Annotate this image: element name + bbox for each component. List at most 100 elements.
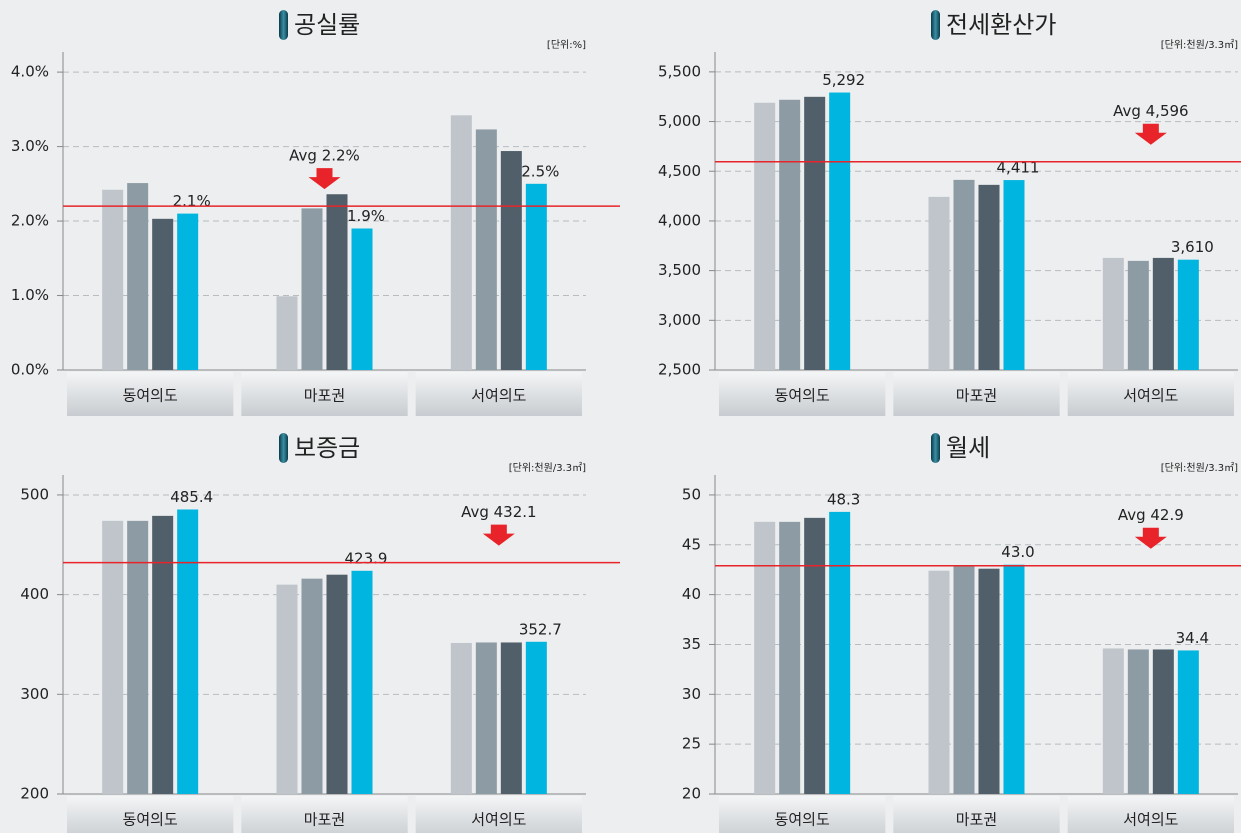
y-tick-label: 3,000 [658, 311, 701, 329]
bar [754, 521, 776, 794]
y-tick-label: 300 [20, 685, 49, 703]
bar [1102, 648, 1124, 794]
bar [177, 509, 199, 794]
data-label: 2.5% [521, 162, 559, 180]
bar [276, 296, 298, 370]
bar [1152, 649, 1174, 794]
bar [276, 584, 298, 794]
bar [127, 520, 149, 794]
bar [525, 183, 547, 370]
bar [928, 570, 950, 794]
title-icon [931, 10, 940, 40]
chart-title: 보증금 [294, 434, 360, 462]
bar [102, 189, 124, 370]
bar [978, 184, 1000, 370]
bar [500, 642, 522, 794]
y-tick-label: 200 [20, 785, 49, 803]
y-tick-label: 5,500 [658, 62, 701, 80]
y-tick-label: 4.0% [11, 63, 49, 81]
y-tick-label: 3.0% [11, 137, 49, 155]
category-box [1067, 372, 1234, 416]
bar [450, 642, 472, 794]
x-tick-label: 동여의도 [775, 387, 830, 405]
bar [1177, 650, 1199, 794]
x-tick-label: 서여의도 [1123, 811, 1178, 829]
y-tick-label: 2.0% [11, 212, 49, 230]
bar [475, 642, 497, 794]
bar [326, 194, 348, 370]
bar [779, 521, 801, 794]
data-label: 48.3 [827, 490, 860, 508]
data-label: 5,292 [822, 71, 865, 89]
x-tick-label: 동여의도 [123, 387, 178, 405]
x-tick-label: 서여의도 [1123, 387, 1178, 405]
bar [1003, 180, 1025, 370]
bar [525, 641, 547, 794]
bar [351, 228, 373, 370]
average-label: Avg 4,596 [1113, 102, 1189, 120]
bar [1127, 260, 1149, 370]
title-icon [279, 433, 288, 463]
y-tick-label: 1.0% [11, 286, 49, 304]
bar [754, 102, 776, 370]
category-box [67, 796, 234, 833]
bar [804, 517, 826, 794]
bar [177, 213, 199, 370]
bar [779, 99, 801, 370]
unit-label: [단위:%] [547, 38, 586, 51]
bar [102, 520, 124, 794]
bar [1177, 259, 1199, 370]
x-tick-label: 마포권 [956, 811, 997, 829]
x-tick-label: 서여의도 [471, 811, 526, 829]
bar [127, 183, 149, 370]
bar [829, 511, 851, 794]
average-arrow [308, 168, 341, 190]
bar [500, 151, 522, 370]
average-label: Avg 432.1 [461, 503, 537, 521]
bar [301, 208, 323, 370]
bar [953, 565, 975, 794]
bar [301, 578, 323, 794]
x-tick-label: 동여의도 [123, 811, 178, 829]
average-arrow [1134, 123, 1167, 145]
average-label: Avg 42.9 [1118, 506, 1184, 524]
x-tick-label: 마포권 [304, 811, 345, 829]
bar [1152, 257, 1174, 370]
data-label: 4,411 [997, 159, 1040, 177]
category-box [241, 796, 408, 833]
y-tick-label: 4,500 [658, 162, 701, 180]
category-box [241, 372, 408, 416]
y-tick-label: 500 [20, 485, 49, 503]
category-box [67, 372, 234, 416]
bar [326, 574, 348, 794]
y-tick-label: 0.0% [11, 361, 49, 379]
bar [351, 570, 373, 794]
category-box [893, 796, 1060, 833]
data-label: 485.4 [170, 488, 213, 506]
y-tick-label: 4,000 [658, 211, 701, 229]
bar [475, 129, 497, 370]
unit-label: [단위:천원/3.3㎡] [509, 461, 586, 474]
bar [978, 568, 1000, 794]
data-label: 43.0 [1001, 543, 1034, 561]
data-label: 352.7 [519, 620, 562, 638]
y-tick-label: 50 [682, 485, 701, 503]
category-box [1067, 796, 1234, 833]
unit-label: [단위:천원/3.3㎡] [1161, 461, 1238, 474]
category-box [415, 796, 582, 833]
bar [928, 196, 950, 370]
data-label: 423.9 [345, 549, 388, 567]
x-tick-label: 마포권 [956, 387, 997, 405]
data-label: 2.1% [173, 192, 211, 210]
y-tick-label: 45 [682, 535, 701, 553]
y-tick-label: 35 [682, 635, 701, 653]
chart-title: 월세 [946, 434, 990, 462]
y-tick-label: 2,500 [658, 361, 701, 379]
bar [829, 92, 851, 371]
y-tick-label: 40 [682, 585, 701, 603]
chart-title: 전세환산가 [946, 11, 1056, 39]
average-label: Avg 2.2% [289, 147, 360, 165]
data-label: 3,610 [1171, 238, 1214, 256]
y-tick-label: 3,500 [658, 261, 701, 279]
